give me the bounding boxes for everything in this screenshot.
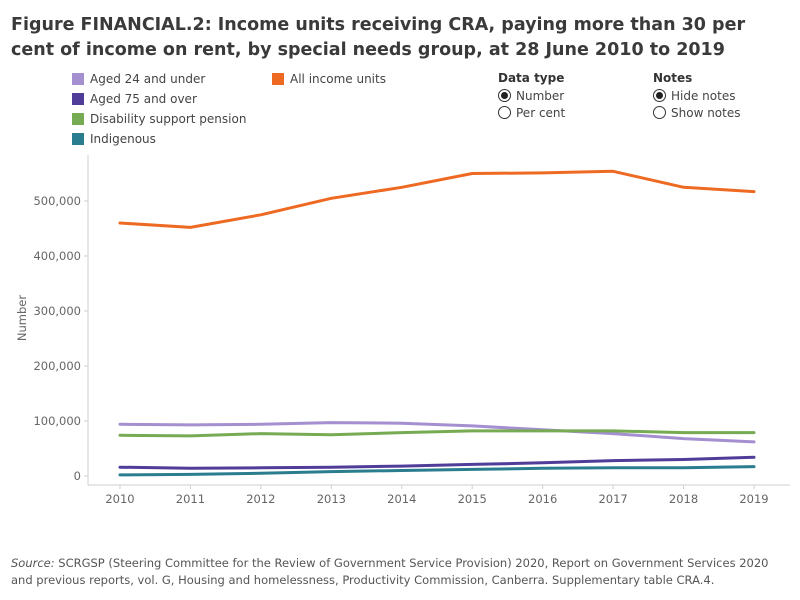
x-tick-label: 2011 [176,492,205,506]
radio-label: Per cent [516,105,566,120]
x-tick-label: 2012 [246,492,275,506]
legend-item-disability-support-pension[interactable]: Disability support pension [72,111,246,127]
source-label: Source: [11,556,55,570]
x-tick-label: 2016 [528,492,557,506]
legend-swatch [72,93,84,105]
x-tick-label: 2014 [387,492,416,506]
chart-series [118,169,756,477]
x-tick-label: 2017 [598,492,627,506]
legend-label: All income units [290,72,386,86]
legend-item-aged-24-under[interactable]: Aged 24 and under [72,71,205,87]
series-line-disability-support-pension[interactable] [118,429,756,438]
radio-per-cent[interactable]: Per cent [498,104,565,121]
legend-swatch [72,113,84,125]
series-line-aged-75-and-over[interactable] [118,455,756,470]
x-tick-label: 2010 [105,492,134,506]
legend-label: Aged 75 and over [90,92,197,106]
series-line-indigenous[interactable] [118,465,756,477]
legend-swatch [72,73,84,85]
data-type-control: Data type Number Per cent [498,71,565,121]
x-tick-label: 2019 [739,492,768,506]
notes-control: Notes Hide notes Show notes [653,71,740,121]
legend-swatch [272,73,284,85]
y-tick-label: 400,000 [33,249,81,263]
radio-unselected-icon[interactable] [498,106,511,119]
radio-label: Hide notes [671,88,736,103]
source-text: SCRGSP (Steering Committee for the Revie… [11,556,769,587]
series-line-aged-24-and-under[interactable] [118,421,756,444]
radio-label: Show notes [671,105,741,120]
data-type-title: Data type [498,71,565,85]
legend-item-indigenous[interactable]: Indigenous [72,131,156,147]
radio-show-notes[interactable]: Show notes [653,104,740,121]
y-tick-label: 100,000 [33,414,81,428]
x-tick-label: 2013 [317,492,346,506]
radio-hide-notes[interactable]: Hide notes [653,87,740,104]
y-tick-label: 200,000 [33,359,81,373]
notes-title: Notes [653,71,693,85]
source-note: Source: SCRGSP (Steering Committee for t… [11,555,791,589]
y-axis-label: Number [15,295,29,341]
radio-unselected-icon[interactable] [653,106,666,119]
legend-swatch [72,133,84,145]
legend-label: Indigenous [90,132,156,146]
y-tick-label: 0 [74,469,81,483]
x-tick-label: 2018 [669,492,698,506]
x-tick-label: 2015 [458,492,487,506]
legend-label: Disability support pension [90,112,247,126]
legend-label: Aged 24 and under [90,72,206,86]
legend-item-all-income-units[interactable]: All income units [272,71,386,87]
radio-label: Number [516,88,565,103]
series-line-all-income-units[interactable] [118,169,756,229]
radio-number[interactable]: Number [498,87,565,104]
chart-axes: 0 100,000 200,000 300,000 400,000 500,000 2010… [33,155,790,506]
legend-item-aged-75-over[interactable]: Aged 75 and over [72,91,197,107]
y-tick-label: 500,000 [33,194,81,208]
chart-title: Figure FINANCIAL.2: Income units receivi… [11,15,746,60]
radio-selected-icon[interactable] [498,89,511,102]
y-tick-label: 300,000 [33,304,81,318]
radio-selected-icon[interactable] [653,89,666,102]
